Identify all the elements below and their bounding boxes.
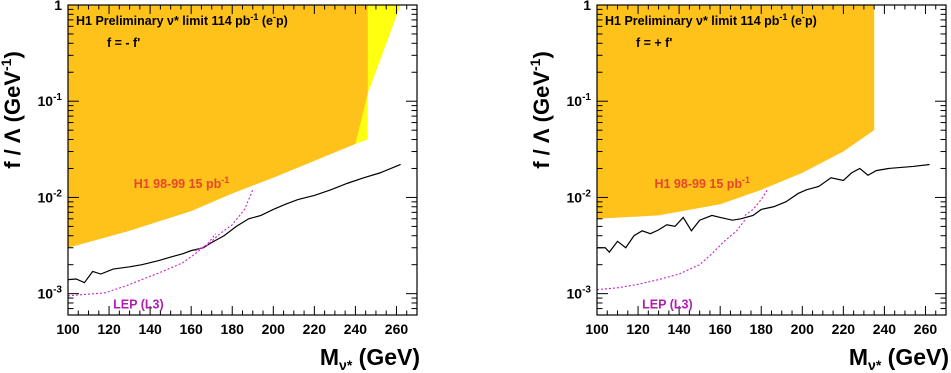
y-tick-label: 10-2 (567, 188, 592, 205)
chart-panel-1: 100 120 140 160 180 200 220 240 26010-310-210-11… (0, 0, 420, 373)
y-tick-label: 10-3 (567, 285, 592, 302)
y-axis-label: f / Λ (GeV-1) (527, 51, 554, 169)
y-tick-base: 10 (567, 93, 583, 109)
h1-9899-limit-curve (195, 189, 254, 252)
y-tick-label: 1 (583, 0, 591, 13)
legend-title-tail: (e (787, 14, 802, 28)
legend-title-tail: (e (258, 14, 273, 28)
x-tick-label: 140 (667, 321, 691, 337)
x-tick-label: 160 (179, 321, 203, 337)
x-axis-label-main: M (320, 344, 339, 370)
annotation-text: H1 98-99 15 pb (134, 177, 222, 191)
x-tick-label: 240 (344, 321, 368, 337)
x-tick-label: 260 (914, 321, 938, 337)
annotation-sup: -1 (742, 175, 750, 185)
x-tick-label: 240 (873, 321, 897, 337)
legend-title-tail-sup: - (273, 12, 276, 22)
legend-title-end: p) (276, 14, 288, 28)
annotation-text: H1 98-99 15 pb (654, 177, 742, 191)
y-axis-label-sup: -1 (527, 58, 543, 71)
y-tick-label: 10-2 (38, 188, 63, 205)
chart-panel-2: 100 120 140 160 180 200 220 240 26010-310-210-11… (527, 0, 949, 373)
y-tick-exponent: -3 (53, 285, 62, 296)
annotation-h1-9899: H1 98-99 15 pb-1 (134, 175, 230, 191)
x-tick-label: 120 (626, 321, 650, 337)
y-axis-label-end: ) (529, 51, 554, 58)
coupling-label: f = - f' (107, 36, 140, 50)
y-tick-base: 10 (567, 189, 583, 205)
x-tick-label: 220 (832, 321, 856, 337)
x-tick-label: 160 (708, 321, 732, 337)
x-axis-label-sub: ν* (339, 357, 353, 373)
y-axis-label-main: f / Λ (GeV (0, 71, 25, 169)
annotation-lep-l3: LEP (L3) (113, 298, 163, 312)
x-axis-label-end: (GeV) (881, 344, 949, 370)
y-axis-label-end: ) (0, 51, 25, 58)
y-axis-label: f / Λ (GeV-1) (0, 51, 25, 169)
annotation-sup: -1 (221, 175, 229, 185)
excluded-region-orange (597, 5, 875, 219)
plot-contents (68, 5, 401, 297)
x-axis-label-sub: ν* (868, 357, 882, 373)
x-tick-label: 200 (791, 321, 815, 337)
x-tick-label: 100 (585, 321, 609, 337)
x-axis-label: Mν* (GeV) (320, 344, 420, 373)
x-tick-label: 260 (385, 321, 409, 337)
y-tick-base: 10 (38, 286, 54, 302)
legend-title-end: p) (805, 14, 817, 28)
x-tick-label: 180 (221, 321, 245, 337)
y-tick-exponent: -3 (582, 285, 591, 296)
x-axis-label-main: M (849, 344, 868, 370)
legend-title-main: H1 Preliminary ν* limit 114 pb (76, 14, 251, 28)
x-tick-label: 180 (750, 321, 774, 337)
legend-title: H1 Preliminary ν* limit 114 pb-1 (e-p) (605, 12, 817, 28)
y-tick-label: 10-1 (38, 92, 63, 109)
legend-title-tail-sup: - (802, 12, 805, 22)
legend-title-main: H1 Preliminary ν* limit 114 pb (605, 14, 780, 28)
legend-title-sup: -1 (779, 12, 787, 22)
y-tick-base: 1 (54, 0, 62, 13)
legend-title-sup: -1 (250, 12, 258, 22)
y-tick-exponent: -1 (53, 92, 62, 103)
y-tick-exponent: -2 (582, 188, 591, 199)
excluded-region-orange (68, 5, 368, 248)
y-tick-exponent: -1 (582, 92, 591, 103)
y-tick-exponent: -2 (53, 188, 62, 199)
annotation-lep-l3: LEP (L3) (642, 298, 692, 312)
annotation-text: LEP (L3) (113, 298, 163, 312)
x-tick-label: 100 (56, 321, 80, 337)
y-tick-base: 10 (38, 93, 54, 109)
y-tick-label: 10-1 (567, 92, 592, 109)
y-tick-base: 1 (583, 0, 591, 13)
y-axis-label-sup: -1 (0, 58, 14, 71)
y-tick-label: 10-3 (38, 285, 63, 302)
x-tick-label: 200 (262, 321, 286, 337)
limit-curve (597, 163, 930, 254)
lep-limit-curve (597, 219, 746, 291)
x-axis-label: Mν* (GeV) (849, 344, 949, 373)
coupling-label: f = + f' (636, 36, 672, 50)
y-tick-label: 1 (54, 0, 62, 13)
h1-9899-limit-curve (744, 189, 768, 216)
x-tick-label: 140 (138, 321, 162, 337)
legend-title: H1 Preliminary ν* limit 114 pb-1 (e-p) (76, 12, 288, 28)
plot-contents (597, 5, 930, 291)
y-axis-label-main: f / Λ (GeV (529, 71, 554, 169)
x-axis-label-end: (GeV) (352, 344, 420, 370)
x-tick-label: 120 (97, 321, 121, 337)
annotation-text: LEP (L3) (642, 298, 692, 312)
y-tick-base: 10 (38, 189, 54, 205)
x-tick-label: 220 (303, 321, 327, 337)
y-tick-base: 10 (567, 286, 583, 302)
annotation-h1-9899: H1 98-99 15 pb-1 (654, 175, 750, 191)
